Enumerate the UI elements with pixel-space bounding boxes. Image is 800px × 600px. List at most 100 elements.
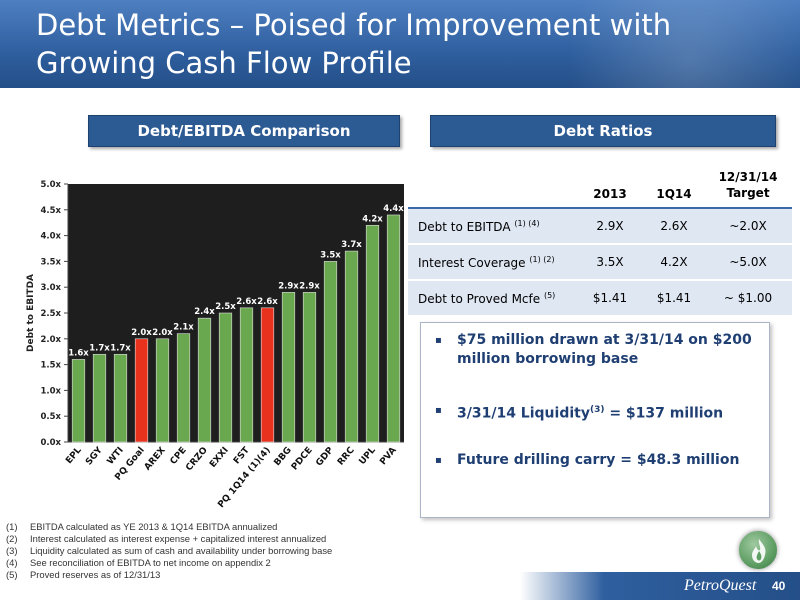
footnote: (1) EBITDA calculated as YE 2013 & 1Q14 E… [6, 521, 426, 533]
cell-2013: 2.9X [596, 219, 624, 233]
bar-value-label: 1.7x [110, 343, 131, 353]
bar [92, 353, 107, 443]
footnote-text: Proved reserves as of 12/31/13 [30, 569, 161, 580]
bar [260, 307, 275, 443]
bar [197, 317, 212, 443]
bullet-footnote-ref: (3) [589, 405, 605, 415]
bar-value-label: 4.2x [362, 214, 383, 224]
footnote-text: Liquidity calculated as sum of cash and … [30, 545, 333, 556]
footnote-number: (5) [6, 569, 18, 580]
cell-1q14: 2.6X [660, 219, 688, 233]
bar [302, 292, 317, 443]
row-note: (1) (2) [529, 254, 555, 264]
y-tick-label: 3.5x [40, 257, 61, 267]
x-tick-label: SGY [84, 445, 105, 467]
title-decoration [540, 0, 800, 88]
bar [113, 353, 128, 443]
header-target-line1: 12/31/14 [718, 170, 778, 184]
bar [281, 292, 296, 443]
row-label-text: Debt to Proved Mcfe [418, 291, 541, 306]
footnote-text: See reconciliation of EBITDA to net inco… [30, 557, 271, 568]
x-tick-label: CRZO [184, 445, 210, 473]
x-tick-label: EXXI [208, 446, 231, 470]
cell-target: ~2.0X [729, 219, 767, 233]
debt-ebitda-chart: 0.0x 0.5x 1.0x 1.5x 2.0x 2.5x 3.0x 3.5x 4.0x 4.5x… [20, 168, 406, 508]
cell-target: ~5.0X [729, 255, 767, 269]
cell-1q14: $1.41 [656, 291, 692, 305]
section-header-debt-ratios: Debt Ratios [430, 115, 776, 147]
row-label: Interest Coverage (1) (2) [408, 244, 576, 280]
bullet-text: $75 million drawn at 3/31/14 on $200 mil… [457, 332, 752, 367]
header-label-col [408, 162, 576, 209]
row-note: (5) [543, 290, 556, 300]
table-header-row: 2013 1Q14 12/31/14 Target [408, 162, 792, 209]
table-row: Debt to EBITDA (1) (4) 2.9X 2.6X ~2.0X [408, 208, 792, 244]
bar [218, 312, 233, 443]
bar [134, 338, 149, 443]
bullet-text-part: = $137 million [604, 405, 724, 422]
header-1q14: 1Q14 [644, 162, 704, 209]
footnote-text: Interest calculated as interest expense … [30, 533, 327, 544]
bullet-text-part: 3/31/14 Liquidity [457, 405, 590, 422]
bar-value-label: 2.4x [194, 307, 215, 317]
bar [71, 359, 86, 443]
bar [155, 338, 170, 443]
y-tick-label: 4.0x [40, 232, 61, 242]
flame-icon [738, 530, 778, 570]
footnote: (2) Interest calculated as interest expen… [6, 533, 426, 545]
table-row: Debt to Proved Mcfe (5) $1.41 $1.41 ~ $1… [408, 280, 792, 316]
bar-value-label: 2.9x [278, 281, 299, 291]
bar-value-label: 1.7x [89, 343, 110, 353]
x-tick-label: GDP [314, 445, 336, 468]
x-tick-label: UPL [358, 445, 378, 467]
bar [239, 307, 254, 443]
footnote-number: (4) [6, 557, 18, 568]
cell-2013: $1.41 [592, 291, 628, 305]
y-tick-label: 1.0x [40, 386, 61, 396]
y-tick-label: 5.0x [40, 180, 61, 190]
footnote: (5) Proved reserves as of 12/31/13 [6, 569, 426, 581]
x-tick-label: EPL [64, 445, 84, 466]
y-tick-label: 4.5x [40, 206, 61, 216]
bar-value-label: 1.6x [68, 348, 89, 358]
y-tick-label: 0.5x [40, 412, 61, 422]
cell-target: ~ $1.00 [723, 291, 773, 305]
row-note: (1) (4) [514, 218, 540, 228]
y-tick-label: 0.0x [40, 438, 61, 448]
footnotes: (1) EBITDA calculated as YE 2013 & 1Q14 E… [6, 521, 426, 581]
title-bar: Debt Metrics – Poised for Improvement wi… [0, 0, 800, 88]
x-tick-label: RRC [336, 445, 357, 467]
y-axis-title: Debt to EBITDA [26, 274, 36, 352]
company-logo: PetroQuest [684, 577, 757, 594]
debt-ratios-table: 2013 1Q14 12/31/14 Target Debt to EBITDA… [408, 162, 792, 317]
bar [386, 214, 401, 443]
bullet-text: 3/31/14 Liquidity(3) = $137 million [457, 401, 757, 424]
bullet-text: Future drilling carry = $48.3 million [457, 452, 740, 468]
flame-icon-svg [752, 539, 766, 563]
y-tick-label: 2.5x [40, 309, 61, 319]
bar-value-label: 2.6x [236, 297, 257, 307]
row-label-text: Debt to EBITDA [418, 219, 511, 234]
cell-2013: 3.5X [596, 255, 624, 269]
header-target-line2: Target [726, 186, 770, 200]
bar-value-label: 3.7x [341, 240, 362, 250]
footer-bar [520, 572, 800, 600]
row-label: Debt to Proved Mcfe (5) [408, 280, 576, 316]
header-target: 12/31/14 Target [704, 162, 792, 209]
table-row: Interest Coverage (1) (2) 3.5X 4.2X ~5.0… [408, 244, 792, 280]
page-title: Debt Metrics – Poised for Improvement wi… [36, 8, 672, 80]
cell-1q14: 4.2X [660, 255, 688, 269]
footnote: (4) See reconciliation of EBITDA to net i… [6, 557, 426, 569]
bar-value-label: 2.0x [152, 328, 173, 338]
bar-value-label: 2.1x [173, 323, 194, 333]
bar [176, 333, 191, 443]
bar-value-label: 2.9x [299, 281, 320, 291]
footnote-number: (1) [6, 521, 18, 532]
section-header-debt-ebitda: Debt/EBITDA Comparison [88, 115, 400, 147]
footnote-number: (3) [6, 545, 18, 556]
chart-svg: 0.0x 0.5x 1.0x 1.5x 2.0x 2.5x 3.0x 3.5x 4.0x 4.5x… [26, 180, 404, 508]
footnote-text: EBITDA calculated as YE 2013 & 1Q14 EBIT… [30, 521, 278, 532]
footnote-number: (2) [6, 533, 18, 544]
header-2013: 2013 [576, 162, 644, 209]
x-tick-label: PDCE [290, 446, 315, 473]
